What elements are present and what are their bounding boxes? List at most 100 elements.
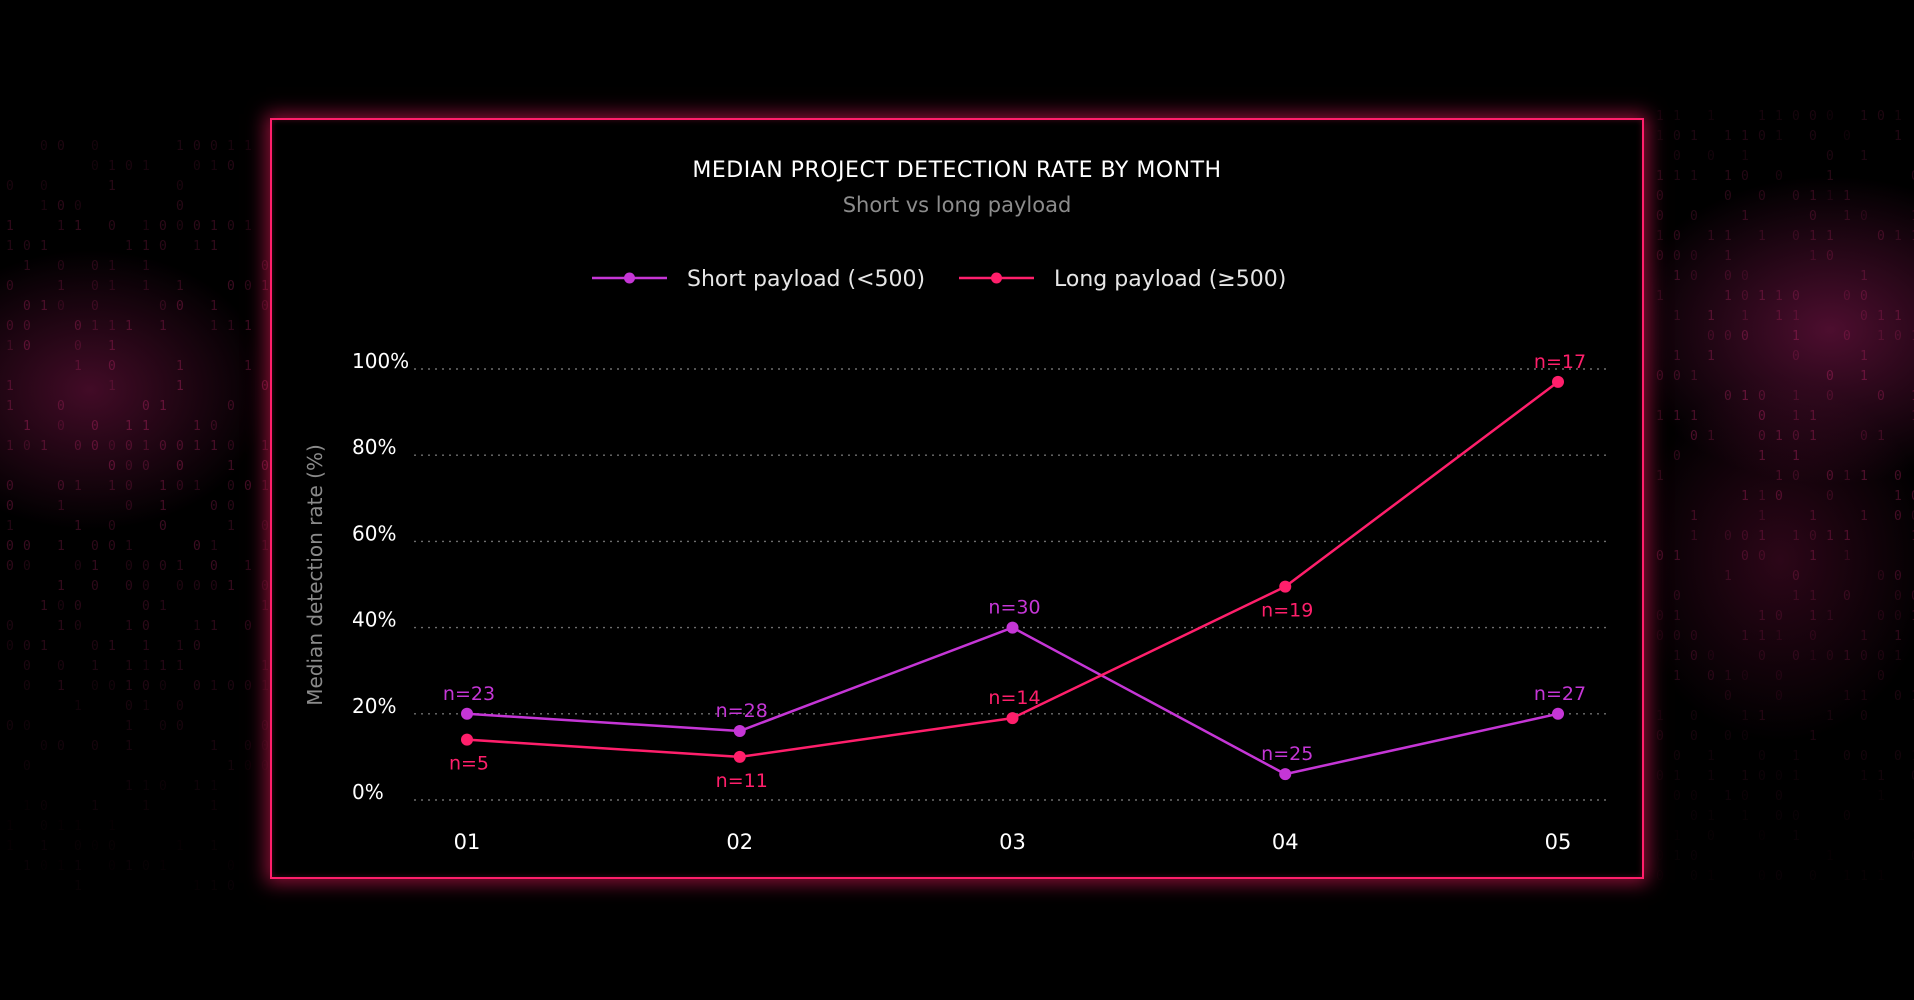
binary-digit: 1 (108, 639, 116, 654)
binary-digit: 0 (1690, 249, 1698, 264)
y-tick-label: 20% (352, 694, 396, 718)
binary-digit: 0 (1690, 649, 1698, 664)
binary-digit: 1 (125, 239, 133, 254)
binary-digit: 0 (6, 559, 14, 574)
binary-digit: 0 (244, 679, 252, 694)
binary-digit: 1 (1673, 309, 1681, 324)
binary-digit: 0 (210, 499, 218, 514)
binary-digit: 0 (1860, 749, 1868, 764)
binary-digit: 0 (1724, 269, 1732, 284)
binary-digit: 1 (1724, 669, 1732, 684)
binary-digit: 1 (210, 439, 218, 454)
binary-digit: 1 (1724, 789, 1732, 804)
binary-digit: 0 (1911, 589, 1914, 604)
binary-digit: 0 (261, 579, 269, 594)
binary-digit: 1 (1673, 849, 1681, 864)
binary-digit: 0 (1656, 849, 1664, 864)
binary-digit: 0 (1690, 209, 1698, 224)
binary-digit: 0 (1860, 709, 1868, 724)
binary-digit: 1 (1826, 529, 1834, 544)
binary-digit: 1 (125, 619, 133, 634)
binary-digit: 1 (1860, 149, 1868, 164)
binary-digit: 0 (1758, 549, 1766, 564)
binary-digit: 1 (142, 639, 150, 654)
binary-digit: 0 (244, 619, 252, 634)
binary-digit: 1 (1758, 289, 1766, 304)
x-tick-label: 05 (1545, 830, 1572, 854)
binary-digit: 1 (1775, 469, 1783, 484)
binary-digit: 1 (1860, 369, 1868, 384)
binary-digit: 0 (91, 439, 99, 454)
binary-digit: 1 (244, 359, 252, 374)
binary-digit: 0 (57, 199, 65, 214)
binary-digit: 1 (1877, 869, 1885, 884)
binary-digit: 1 (1843, 649, 1851, 664)
binary-digit: 0 (125, 559, 133, 574)
binary-digit: 1 (1826, 189, 1834, 204)
binary-digit: 0 (261, 379, 269, 394)
binary-digit: 0 (1724, 689, 1732, 704)
binary-digit: 0 (108, 519, 116, 534)
binary-digit: 0 (1690, 809, 1698, 824)
binary-digit: 0 (159, 719, 167, 734)
binary-digit: 1 (142, 159, 150, 174)
binary-digit: 0 (1656, 209, 1664, 224)
binary-digit: 0 (1911, 509, 1914, 524)
binary-digit: 0 (1656, 869, 1664, 884)
binary-digit: 1 (227, 759, 235, 774)
binary-digit: 0 (1673, 789, 1681, 804)
binary-digit: 1 (1843, 529, 1851, 544)
binary-digit: 0 (1741, 169, 1749, 184)
binary-digit: 1 (176, 559, 184, 574)
binary-digit: 0 (23, 439, 31, 454)
binary-digit: 1 (1775, 109, 1783, 124)
binary-digit: 0 (261, 759, 269, 774)
line-chart: MEDIAN PROJECT DETECTION RATE BY MONTH S… (303, 158, 1608, 854)
binary-digit: 0 (1673, 369, 1681, 384)
legend-marker (991, 272, 1002, 284)
binary-digit: 1 (142, 779, 150, 794)
binary-digit: 0 (6, 479, 14, 494)
binary-digit: 1 (1758, 709, 1766, 724)
binary-digit: 0 (261, 299, 269, 314)
binary-digit: 0 (1741, 729, 1749, 744)
binary-digit: 1 (74, 479, 82, 494)
binary-digit: 0 (91, 419, 99, 434)
binary-digit: 0 (142, 599, 150, 614)
binary-digit: 1 (125, 719, 133, 734)
binary-digit: 0 (227, 859, 235, 874)
binary-digit: 0 (1724, 329, 1732, 344)
binary-digit: 1 (210, 239, 218, 254)
binary-digit: 0 (57, 399, 65, 414)
binary-digit: 1 (1656, 109, 1664, 124)
binary-digit: 0 (210, 419, 218, 434)
binary-digit: 1 (1809, 509, 1817, 524)
binary-digit: 0 (23, 659, 31, 674)
binary-digit: 1 (1775, 289, 1783, 304)
binary-digit: 0 (1860, 429, 1868, 444)
binary-digit: 0 (57, 299, 65, 314)
binary-digit: 0 (1758, 769, 1766, 784)
binary-digit: 1 (125, 859, 133, 874)
y-tick-label: 40% (352, 608, 396, 632)
binary-digit: 0 (1656, 189, 1664, 204)
binary-digit: 1 (1792, 589, 1800, 604)
binary-digit: 1 (142, 219, 150, 234)
x-tick-label: 02 (726, 830, 753, 854)
binary-digit: 0 (23, 539, 31, 554)
binary-digit: 1 (227, 579, 235, 594)
data-label-long: n=19 (1261, 600, 1313, 622)
x-tick-label: 04 (1272, 830, 1299, 854)
binary-digit: 0 (6, 319, 14, 334)
binary-digit: 1 (1673, 409, 1681, 424)
binary-digit: 0 (74, 559, 82, 574)
binary-digit: 1 (1860, 109, 1868, 124)
binary-digit: 0 (108, 539, 116, 554)
binary-digit: 0 (1690, 629, 1698, 644)
chart-legend: Short payload (<500) Long payload (≥500) (592, 267, 1286, 292)
binary-digit: 0 (1911, 489, 1914, 504)
binary-digit: 0 (1656, 249, 1664, 264)
binary-digit: 1 (1707, 809, 1715, 824)
binary-digit: 1 (1656, 289, 1664, 304)
binary-digit: 1 (244, 219, 252, 234)
